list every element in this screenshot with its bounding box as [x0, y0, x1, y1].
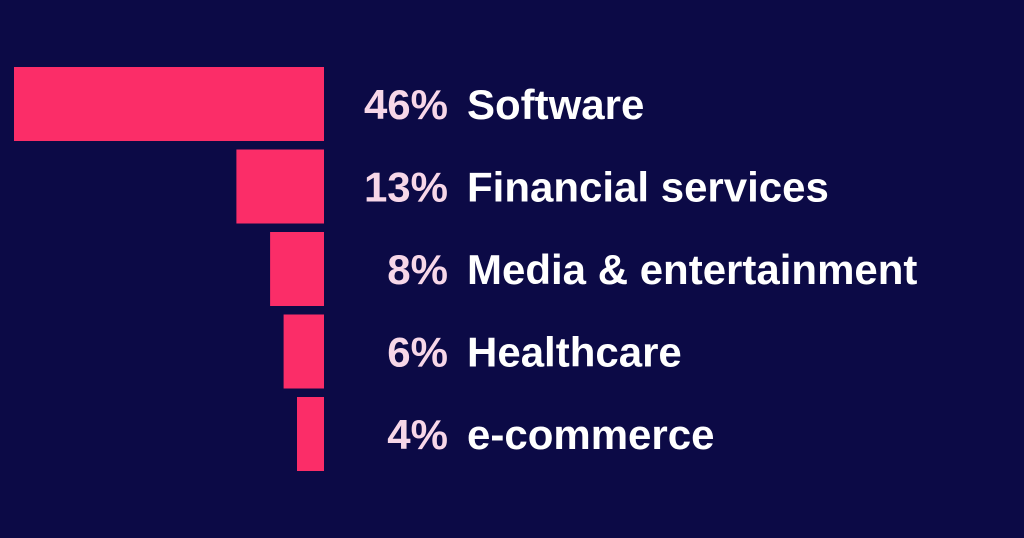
category-label-0: Software: [467, 81, 644, 128]
bar-3: [283, 314, 324, 389]
value-label-0: 46%: [364, 81, 448, 128]
value-label-1: 13%: [364, 164, 448, 211]
value-label-3: 6%: [387, 329, 448, 376]
bar-2: [270, 232, 324, 306]
bar-4: [297, 397, 324, 471]
category-label-3: Healthcare: [467, 329, 682, 376]
category-label-2: Media & entertainment: [467, 246, 917, 293]
category-label-1: Financial services: [467, 164, 829, 211]
bar-1: [236, 149, 324, 224]
bar-0: [14, 67, 324, 141]
value-label-4: 4%: [387, 411, 448, 458]
value-label-2: 8%: [387, 246, 448, 293]
category-label-4: e-commerce: [467, 411, 714, 458]
